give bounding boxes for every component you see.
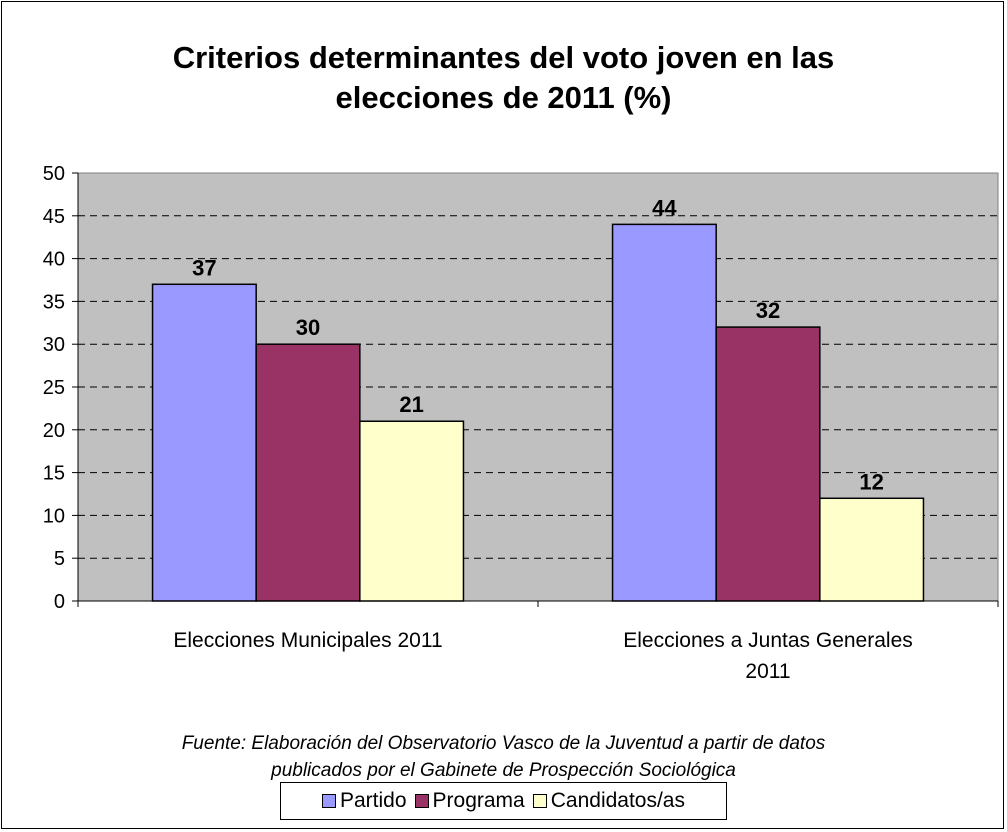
chart-title-line-2: elecciones de 2011 (%) [335,80,672,115]
legend-item-programa: Programa [414,789,525,813]
data-label-programa-0: 30 [296,315,320,340]
y-tick-label-45: 45 [43,206,65,228]
data-label-partido-0: 37 [192,255,216,280]
bar-candidatos-as-0 [359,420,465,602]
legend: Partido Programa Candidatos/as [280,782,727,820]
source-note: Fuente: Elaboración del Observatorio Vas… [0,730,1007,784]
legend-label-candidatos: Candidatos/as [550,789,685,812]
legend-swatch-partido [321,794,336,808]
y-tick-label-40: 40 [43,249,65,271]
category-label-1-line-1: 2011 [745,660,790,683]
y-tick-label-15: 15 [43,463,65,485]
legend-swatch-programa [414,794,429,808]
bar-candidatos-as-1 [819,497,925,602]
y-tick-label-20: 20 [43,420,65,442]
y-tick-label-30: 30 [43,334,65,356]
bar-chart: 0 5 10 15 20 25 30 35 40 45 50 37 30 21 Elecciones Mun… [43,163,999,683]
y-tick-label-0: 0 [54,591,65,613]
category-label-0-line-0: Elecciones Municipales 2011 [173,629,442,652]
bar-partido-1 [611,223,717,602]
legend-item-partido: Partido [321,789,407,813]
source-line-1: Fuente: Elaboración del Observatorio Vas… [181,733,826,754]
category-label-1-line-0: Elecciones a Juntas Generales [623,629,913,652]
y-tick-label-10: 10 [43,505,65,527]
legend-label-partido: Partido [339,789,407,812]
legend-item-candidatos: Candidatos/as [532,789,685,813]
y-tick-label-5: 5 [54,548,65,570]
data-label-candidatos-as-0: 21 [399,392,423,417]
legend-swatch-candidatos [532,794,547,808]
y-tick-label-50: 50 [43,163,65,185]
y-tick-label-25: 25 [43,377,65,399]
data-label-partido-1: 44 [652,195,677,220]
source-line-2: publicados por el Gabinete de Prospecció… [271,760,736,781]
legend-label-programa: Programa [432,789,525,812]
bar-partido-0 [151,283,257,602]
bar-programa-0 [255,343,361,602]
chart-title: Criterios determinantes del voto joven e… [0,38,1007,118]
bar-programa-1 [715,326,821,602]
data-label-programa-1: 32 [756,298,780,323]
y-tick-label-35: 35 [43,291,65,313]
chart-title-line-1: Criterios determinantes del voto joven e… [172,40,835,75]
data-label-candidatos-as-1: 12 [859,469,883,494]
